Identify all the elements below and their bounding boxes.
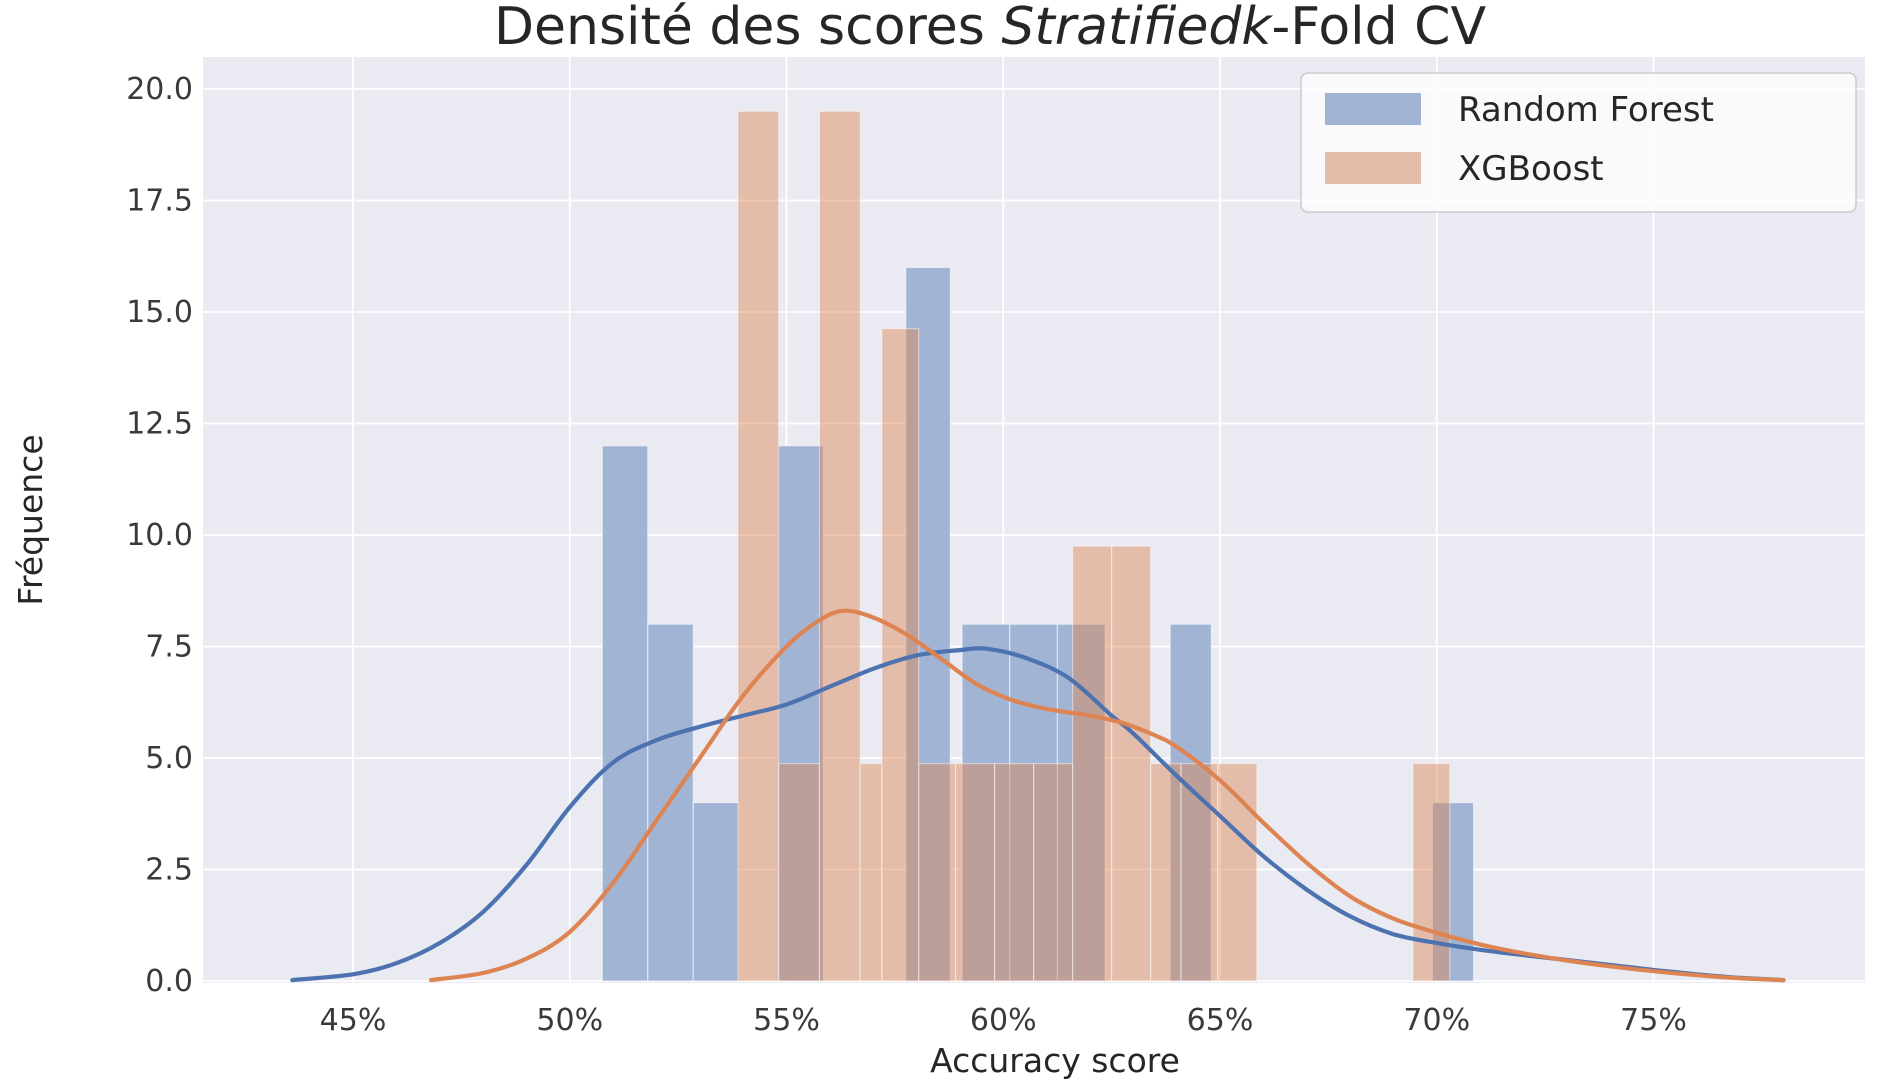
chart-title: Densité des scores Stratifiedk-Fold CV — [494, 0, 1487, 57]
random-forest-bars — [601, 266, 1475, 982]
chart-title-suffix: -Fold CV — [1272, 0, 1487, 57]
y-tick-label: 20.0 — [126, 72, 193, 107]
x-axis-tick-labels: 45% 50% 55% 60% 65% 70% 75% — [320, 1003, 1687, 1038]
x-tick-label: 65% — [1187, 1003, 1254, 1038]
histogram-bar-random-forest — [905, 266, 951, 982]
y-tick-label: 2.5 — [145, 853, 193, 888]
histogram-bar-xgboost — [1150, 762, 1182, 982]
x-tick-label: 50% — [536, 1003, 603, 1038]
kde-curves — [290, 608, 1786, 983]
y-tick-label: 10.0 — [126, 518, 193, 553]
legend-label-xgboost: XGBoost — [1458, 149, 1604, 189]
y-tick-label: 5.0 — [145, 741, 193, 776]
y-tick-label: 15.0 — [126, 295, 193, 330]
y-tick-label: 12.5 — [126, 407, 193, 442]
y-tick-label: 7.5 — [145, 630, 193, 665]
legend-box — [1300, 72, 1857, 213]
xgboost-bars — [737, 110, 1451, 982]
legend-label-random-forest: Random Forest — [1458, 90, 1714, 130]
histogram-bar-random-forest — [961, 623, 1011, 982]
x-tick-label: 55% — [753, 1003, 820, 1038]
histogram-bar-random-forest — [692, 801, 740, 982]
histogram-bar-random-forest — [1056, 623, 1106, 982]
histogram-bar-random-forest — [1009, 623, 1059, 982]
histogram-bar-xgboost — [993, 762, 1035, 982]
y-tick-label: 17.5 — [126, 184, 193, 219]
histogram-bar-xgboost — [1072, 545, 1113, 982]
y-axis-tick-labels: 0.0 2.5 5.0 7.5 10.0 12.5 15.0 17.5 20.0 — [126, 72, 193, 999]
y-tick-label: 0.0 — [145, 964, 193, 999]
legend-swatch-random-forest — [1325, 93, 1421, 125]
histogram-bar-random-forest — [777, 445, 824, 982]
x-tick-label: 75% — [1620, 1003, 1687, 1038]
y-axis-label: Fréquence — [11, 434, 50, 605]
histogram-bar-xgboost — [954, 762, 996, 982]
histogram-bar-random-forest — [601, 445, 649, 982]
histogram-bar-xgboost — [1217, 762, 1258, 982]
histogram-bar-random-forest — [1431, 801, 1475, 982]
x-tick-label: 60% — [970, 1003, 1037, 1038]
x-tick-label: 70% — [1403, 1003, 1470, 1038]
chart-title-italic: Stratifiedk — [1001, 0, 1273, 57]
histogram-bar-xgboost — [859, 762, 883, 982]
kde-curve-xgboost — [428, 608, 1786, 983]
histogram-bar-xgboost — [737, 110, 780, 982]
histogram-bar-xgboost — [1032, 762, 1074, 982]
x-tick-label: 45% — [320, 1003, 387, 1038]
histogram-bar-xgboost — [1111, 545, 1152, 982]
histogram-bar-xgboost — [1412, 762, 1451, 982]
x-axis-label: Accuracy score — [930, 1041, 1180, 1080]
histogram-bar-xgboost — [818, 110, 861, 982]
chart-title-prefix: Densité des scores — [494, 0, 1001, 57]
histogram-bar-xgboost — [778, 762, 821, 982]
histogram-bar-xgboost — [918, 762, 957, 982]
legend-swatch-xgboost — [1325, 152, 1421, 184]
legend: Random Forest XGBoost — [1300, 72, 1857, 213]
